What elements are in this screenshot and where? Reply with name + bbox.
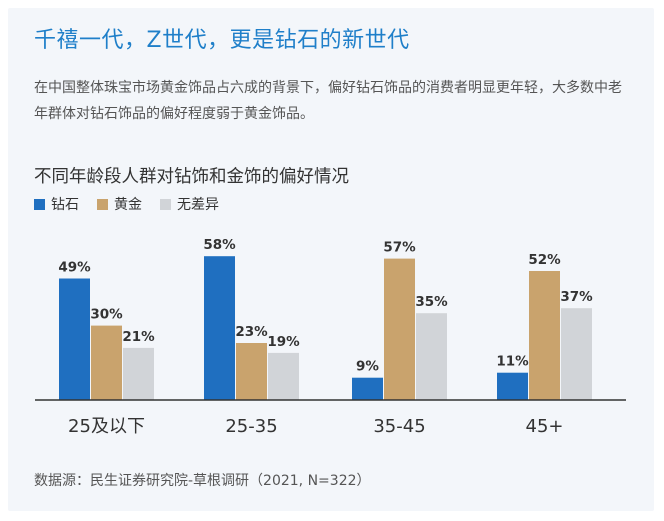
legend-item-nodiff: 无差异	[160, 194, 219, 214]
legend-item-gold: 黄金	[97, 194, 142, 214]
data-label-nodiff-0: 21%	[122, 329, 155, 345]
bar-gold-0	[91, 325, 122, 400]
bar-gold-2	[384, 258, 415, 400]
chart-legend: 钻石 黄金 无差异	[34, 195, 237, 213]
bar-gold-1	[236, 343, 267, 400]
data-label-diamond-1: 58%	[203, 237, 236, 253]
data-label-nodiff-2: 35%	[415, 294, 448, 310]
intro-text: 在中国整体珠宝市场黄金饰品占六成的背景下，偏好钻石饰品的消费者明显更年轻，大多数…	[34, 80, 622, 122]
chart-card	[8, 8, 654, 511]
bar-diamond-3	[497, 372, 528, 400]
bar-nodiff-1	[268, 352, 299, 400]
bar-diamond-1	[204, 256, 235, 400]
data-label-diamond-3: 11%	[496, 354, 529, 370]
bar-diamond-0	[59, 278, 90, 400]
data-label-nodiff-3: 37%	[560, 289, 593, 305]
legend-swatch-diamond	[34, 198, 45, 210]
page-title: 千禧一代，Z世代，更是钻石的新世代	[34, 28, 410, 53]
data-label-gold-0: 30%	[90, 307, 123, 323]
data-label-diamond-0: 49%	[58, 260, 91, 276]
bar-nodiff-0	[123, 347, 154, 400]
bar-nodiff-3	[561, 308, 592, 400]
bar-diamond-2	[352, 377, 383, 400]
data-label-diamond-2: 9%	[356, 359, 379, 375]
data-label-gold-3: 52%	[528, 252, 561, 268]
x-tick-label-3: 45+	[526, 416, 564, 437]
legend-label-gold: 黄金	[114, 197, 142, 213]
bar-nodiff-2	[416, 313, 447, 400]
legend-swatch-nodiff	[160, 198, 171, 210]
bar-gold-3	[529, 271, 560, 400]
legend-label-nodiff: 无差异	[177, 197, 219, 213]
x-tick-label-0: 25及以下	[68, 416, 145, 437]
source-note: 数据源：民生证券研究院-草根调研（2021, N=322）	[34, 473, 371, 489]
x-tick-label-1: 25-35	[225, 416, 277, 437]
chart-title: 不同年龄段人群对钻饰和金饰的偏好情况	[34, 167, 349, 187]
legend-label-diamond: 钻石	[51, 197, 79, 213]
legend-item-diamond: 钻石	[34, 194, 79, 214]
data-label-gold-1: 23%	[235, 324, 268, 340]
legend-swatch-gold	[97, 198, 108, 210]
x-tick-label-2: 35-45	[373, 416, 425, 437]
data-label-nodiff-1: 19%	[267, 334, 300, 350]
data-label-gold-2: 57%	[383, 240, 416, 256]
